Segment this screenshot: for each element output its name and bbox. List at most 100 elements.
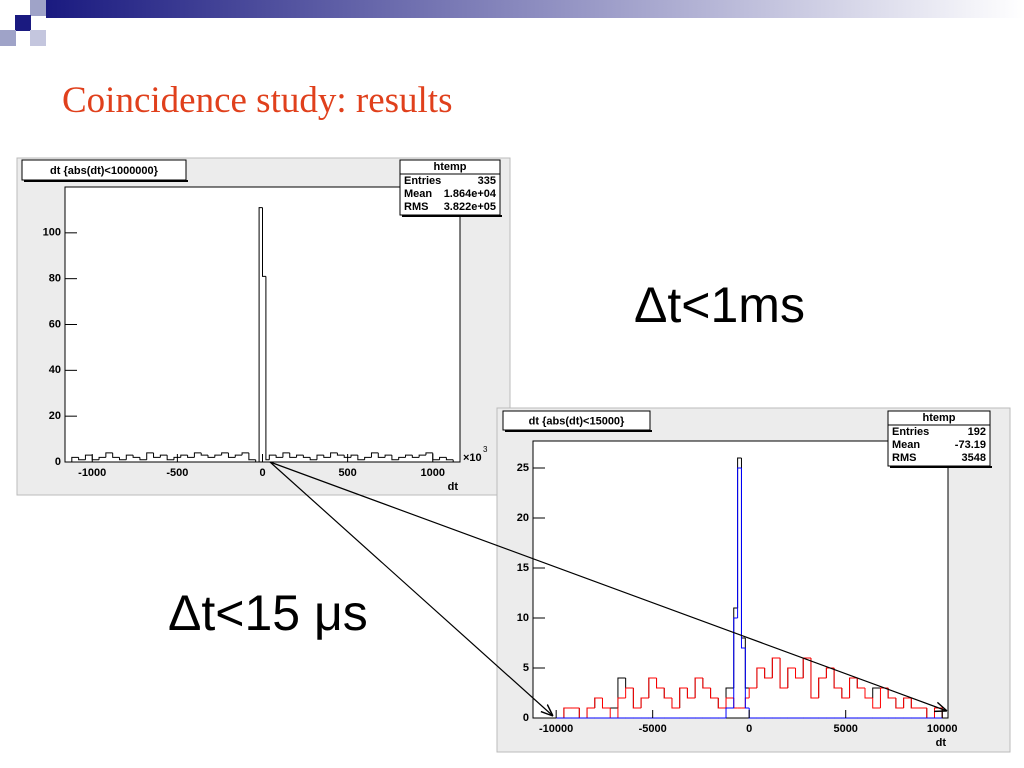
histogram-bin	[771, 657, 781, 678]
y-tick-label: 100	[43, 227, 61, 239]
histogram-bin	[112, 452, 120, 458]
y-tick-label: 80	[49, 273, 61, 285]
histogram-bin	[118, 457, 127, 461]
histogram-bin	[187, 455, 195, 458]
histogram-bin	[841, 688, 850, 699]
x-tick-label: -5000	[639, 723, 667, 735]
histogram-bin	[425, 452, 433, 456]
histogram-bin	[686, 688, 696, 699]
histogram-bin	[663, 688, 672, 699]
annotation: Δt<1ms	[634, 277, 805, 333]
histogram-bin	[910, 698, 920, 709]
histogram-panel: 0 5 10 15 20 25 -10000 -5000 0 5000 10000 dt dt {abs…	[496, 407, 1011, 753]
stats-box	[399, 159, 501, 216]
histogram-bin	[632, 688, 642, 709]
histogram-bin	[153, 452, 161, 458]
histogram-bin	[656, 678, 665, 689]
histogram-bin	[648, 677, 657, 698]
stats-value: -73.19	[955, 439, 986, 451]
histogram-bin	[445, 457, 454, 461]
y-tick-label: 5	[523, 662, 529, 674]
histogram-bin	[166, 455, 174, 461]
histogram-bin	[125, 454, 134, 460]
stats-value: 1.864e+04	[444, 188, 497, 200]
stats-label: Entries	[404, 175, 441, 187]
histogram-bin	[248, 452, 256, 461]
y-tick-label: 10	[517, 612, 529, 624]
histogram-bin	[316, 454, 324, 460]
y-tick-label: 40	[49, 364, 61, 376]
histogram-bin	[872, 687, 881, 698]
histogram-bin	[391, 455, 399, 461]
histogram-bin	[268, 454, 277, 460]
histogram-bin	[744, 648, 750, 709]
histogram-bin	[323, 455, 331, 458]
hist-title: dt {abs(dt)<15000}	[529, 415, 625, 427]
histogram-bin	[640, 697, 649, 708]
stats-value: 3.822e+05	[444, 201, 496, 213]
arrow	[269, 461, 553, 716]
histogram-bin	[398, 456, 406, 460]
histogram-bin	[439, 456, 447, 460]
histogram-bin	[737, 467, 742, 618]
histogram-bin	[350, 454, 358, 458]
histogram-bin	[309, 457, 317, 461]
x-tick-label: -10000	[539, 723, 573, 735]
y-tick-label: 15	[517, 562, 529, 574]
histogram-bin	[887, 688, 896, 699]
axis-multiplier-exp: 3	[483, 445, 488, 454]
title-shadow	[24, 180, 188, 182]
arrows	[269, 461, 947, 716]
histogram-bin	[343, 455, 352, 458]
histogram-bin	[710, 688, 719, 699]
x-tick-label: 0	[746, 723, 752, 735]
histogram-bin	[725, 697, 734, 708]
x-axis-label: dt	[936, 737, 947, 749]
histogram-bin	[601, 698, 611, 709]
histogram-bin	[214, 454, 222, 458]
stats-shadow	[402, 215, 502, 217]
histogram-bin	[302, 455, 311, 458]
x-tick-label: 500	[338, 467, 356, 479]
stats-label: RMS	[404, 201, 428, 213]
axis-multiplier: ×10	[463, 452, 482, 464]
histogram-bin	[262, 207, 266, 277]
histogram-bin	[282, 452, 290, 458]
histogram-bin	[384, 454, 392, 458]
histogram-bin	[336, 452, 345, 456]
stats-label: Mean	[404, 188, 432, 200]
x-tick-label: 1000	[421, 467, 445, 479]
histogram-bin	[849, 677, 858, 698]
histogram-bin	[617, 697, 626, 718]
histogram-bin	[296, 454, 304, 458]
histogram-bin	[903, 697, 912, 708]
histogram-bin	[694, 677, 703, 698]
stats-label: Mean	[892, 439, 920, 451]
histogram-bin	[679, 687, 688, 708]
y-tick-label: 0	[55, 456, 61, 468]
y-tick-label: 25	[517, 462, 529, 474]
slide-title: Coincidence study: results	[62, 80, 453, 121]
histogram-bin	[370, 452, 379, 458]
histogram-bin	[377, 452, 386, 458]
histogram-bin	[173, 456, 181, 460]
histogram-bin	[289, 452, 297, 458]
title-shadow	[505, 430, 652, 432]
histogram-bin	[586, 707, 595, 718]
histogram-bin	[221, 452, 229, 456]
histogram-bin	[258, 207, 263, 462]
histogram-bin	[895, 698, 904, 709]
histogram-bin	[364, 456, 372, 460]
histogram-bin	[702, 678, 711, 689]
histogram-bin	[193, 452, 202, 458]
histogram-bin	[818, 677, 827, 698]
x-tick-label: 5000	[833, 723, 857, 735]
y-tick-label: 20	[517, 512, 529, 524]
histogram-bin	[234, 454, 243, 458]
histogram-bin	[139, 457, 147, 461]
histogram-bin	[594, 697, 603, 708]
histogram-bin	[725, 707, 734, 718]
